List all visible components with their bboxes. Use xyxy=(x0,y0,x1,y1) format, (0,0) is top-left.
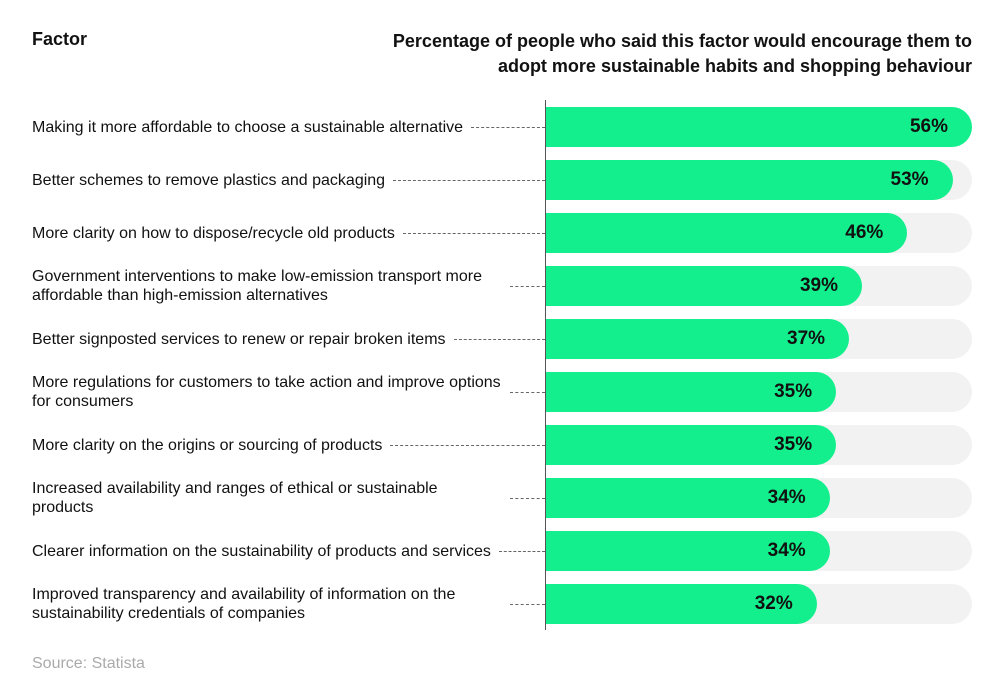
category-label: More regulations for customers to take a… xyxy=(32,374,501,410)
value-label: 37% xyxy=(787,328,826,349)
leader-line xyxy=(471,126,545,128)
bar xyxy=(546,319,850,359)
value-label: 56% xyxy=(909,116,948,137)
leader-line xyxy=(510,285,545,287)
category-label: Better schemes to remove plastics and pa… xyxy=(32,171,386,189)
leader-line xyxy=(510,497,545,499)
value-label: 34% xyxy=(767,540,806,561)
bar xyxy=(546,372,837,412)
bar xyxy=(546,531,830,571)
category-row: Increased availability and ranges of eth… xyxy=(32,478,545,518)
value-label: 35% xyxy=(774,434,813,455)
axis-line xyxy=(545,100,546,630)
category-header: Factor xyxy=(32,29,88,49)
category-row: More clarity on the origins or sourcing … xyxy=(32,425,545,465)
bar xyxy=(546,266,862,306)
category-label: Increased availability and ranges of eth… xyxy=(32,480,438,516)
leader-line xyxy=(402,232,545,234)
category-row: Clearer information on the sustainabilit… xyxy=(32,531,545,571)
leader-line xyxy=(393,179,545,181)
bar xyxy=(546,584,817,624)
bar xyxy=(546,478,830,518)
category-row: More clarity on how to dispose/recycle o… xyxy=(32,213,545,253)
value-label: 32% xyxy=(754,593,793,614)
category-row: Making it more affordable to choose a su… xyxy=(32,107,545,147)
value-label: 34% xyxy=(767,487,806,508)
category-label: More clarity on how to dispose/recycle o… xyxy=(32,224,395,242)
value-label: 39% xyxy=(799,275,838,296)
category-label: Better signposted services to renew or r… xyxy=(32,330,446,348)
value-label: 35% xyxy=(774,381,813,402)
leader-line xyxy=(498,550,545,552)
value-label: 46% xyxy=(845,222,884,243)
bar xyxy=(546,160,953,200)
category-row: Government interventions to make low-emi… xyxy=(32,266,545,306)
bar xyxy=(546,213,908,253)
leader-line xyxy=(510,603,545,605)
bar xyxy=(546,425,837,465)
category-label: Making it more affordable to choose a su… xyxy=(32,118,464,136)
category-row: Improved transparency and availability o… xyxy=(32,584,545,624)
bar xyxy=(546,107,972,147)
leader-line xyxy=(453,338,545,340)
category-row: More regulations for customers to take a… xyxy=(32,372,545,412)
category-label: Clearer information on the sustainabilit… xyxy=(32,542,491,560)
leader-line xyxy=(510,391,545,393)
category-row: Better schemes to remove plastics and pa… xyxy=(32,160,545,200)
source: Source: Statista xyxy=(32,655,145,672)
category-label: Government interventions to make low-emi… xyxy=(32,268,482,304)
category-row: Better signposted services to renew or r… xyxy=(32,319,545,359)
category-label: More clarity on the origins or sourcing … xyxy=(32,436,383,454)
category-label: Improved transparency and availability o… xyxy=(32,586,456,622)
leader-line xyxy=(390,444,545,446)
chart-title: Percentage of people who said this facto… xyxy=(392,31,972,76)
value-label: 53% xyxy=(890,169,929,190)
